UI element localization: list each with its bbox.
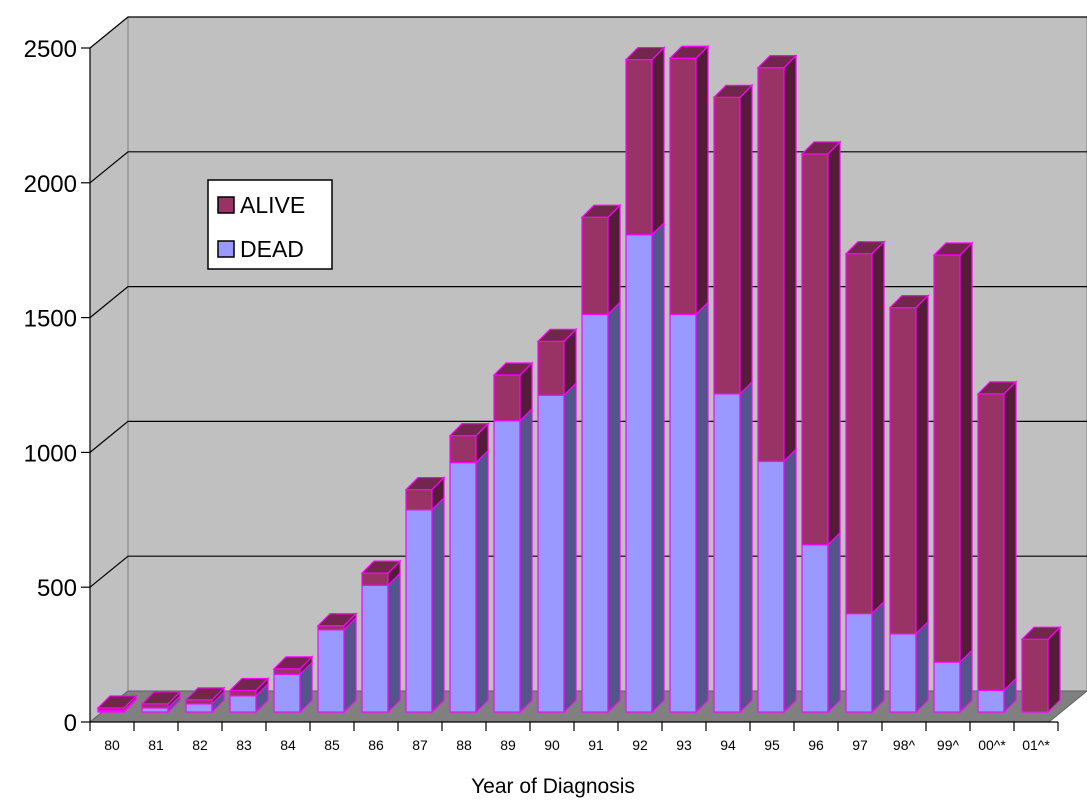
x-tick-label: 88 xyxy=(456,737,472,753)
bars xyxy=(96,44,1062,714)
bar-dead-99^ xyxy=(933,648,973,714)
bar-alive-93 xyxy=(668,44,710,316)
x-tick-label: 95 xyxy=(764,737,780,753)
x-axis: 80 81 82 83 84 85 86 87 88 89 90 91 92 93 94 95 96 97 98^ 9… xyxy=(89,721,1059,753)
y-tick-label: 0 xyxy=(64,710,77,737)
bar-alive-88 xyxy=(448,422,490,465)
bar-dead-84 xyxy=(273,660,313,714)
x-tick-label: 93 xyxy=(676,737,692,753)
bar-dead-91 xyxy=(581,300,621,714)
x-tick-label: 99^ xyxy=(937,737,960,753)
legend: ALIVE DEAD xyxy=(207,179,333,270)
x-tick-label: 97 xyxy=(852,737,868,753)
bar-alive-90 xyxy=(536,327,578,397)
y-tick-label: 500 xyxy=(37,575,77,602)
bar-dead-94 xyxy=(713,380,753,714)
x-tick-label: 90 xyxy=(544,737,560,753)
bar-alive-99^ xyxy=(932,241,974,664)
bar-dead-90 xyxy=(537,381,577,714)
bar-alive-85 xyxy=(316,612,358,632)
x-axis-title: Year of Diagnosis xyxy=(471,775,635,798)
x-tick-label: 87 xyxy=(412,737,428,753)
legend-label-dead: DEAD xyxy=(240,236,304,262)
bar-alive-97 xyxy=(844,240,886,616)
bar-dead-89 xyxy=(493,407,533,714)
bar-alive-96 xyxy=(800,140,842,547)
x-tick-label: 94 xyxy=(720,737,736,753)
bar-dead-98^ xyxy=(889,620,929,714)
bar-alive-00^* xyxy=(976,380,1018,692)
bar-alive-82 xyxy=(184,686,226,706)
bar-alive-98^ xyxy=(888,294,930,636)
x-tick-label: 80 xyxy=(104,737,120,753)
bar-dead-86 xyxy=(361,571,401,714)
bar-dead-96 xyxy=(801,531,841,714)
y-tick-label: 2000 xyxy=(24,171,77,198)
legend-swatch-dead xyxy=(217,240,235,258)
y-tick-label: 1500 xyxy=(24,306,77,333)
bar-alive-91 xyxy=(580,203,622,316)
x-tick-label: 98^ xyxy=(893,737,916,753)
bar-dead-87 xyxy=(405,496,445,714)
bar-alive-80 xyxy=(96,694,138,713)
bar-alive-84 xyxy=(272,655,314,676)
x-tick-label: 83 xyxy=(236,737,252,753)
gridline xyxy=(89,16,1087,49)
bar-dead-88 xyxy=(449,449,489,714)
y-tick-label: 2500 xyxy=(24,36,77,63)
x-tick-label: 01^* xyxy=(1022,737,1050,753)
x-tick-label: 84 xyxy=(280,737,296,753)
bar-alive-89 xyxy=(492,361,534,423)
y-axis: 0 500 1000 1500 2000 2500 xyxy=(24,36,91,737)
bar-alive-83 xyxy=(228,676,270,698)
side-wall xyxy=(89,15,129,724)
bar-alive-92 xyxy=(624,46,666,237)
x-tick-label: 81 xyxy=(148,737,164,753)
bar-dead-85 xyxy=(317,616,357,714)
bar-alive-87 xyxy=(404,476,446,512)
bar-alive-94 xyxy=(712,83,754,396)
legend-label-alive: ALIVE xyxy=(240,192,305,218)
x-tick-label: 96 xyxy=(808,737,824,753)
y-tick-label: 1000 xyxy=(24,440,77,467)
bar-dead-92 xyxy=(625,221,665,714)
x-tick-label: 82 xyxy=(192,737,208,753)
bar-alive-95 xyxy=(756,54,798,463)
x-tick-label: 92 xyxy=(632,737,648,753)
x-tick-label: 00^* xyxy=(978,737,1006,753)
x-tick-label: 85 xyxy=(324,737,340,753)
x-tick-label: 86 xyxy=(368,737,384,753)
x-tick-label: 89 xyxy=(500,737,516,753)
x-tick-label: 91 xyxy=(588,737,604,753)
bar-dead-93 xyxy=(669,300,709,714)
bar-dead-97 xyxy=(845,600,885,714)
legend-swatch-alive xyxy=(217,196,235,214)
bar-alive-81 xyxy=(140,690,182,710)
bar-alive-86 xyxy=(360,559,402,587)
bar-alive-01^* xyxy=(1020,625,1062,714)
bar-dead-95 xyxy=(757,447,797,714)
